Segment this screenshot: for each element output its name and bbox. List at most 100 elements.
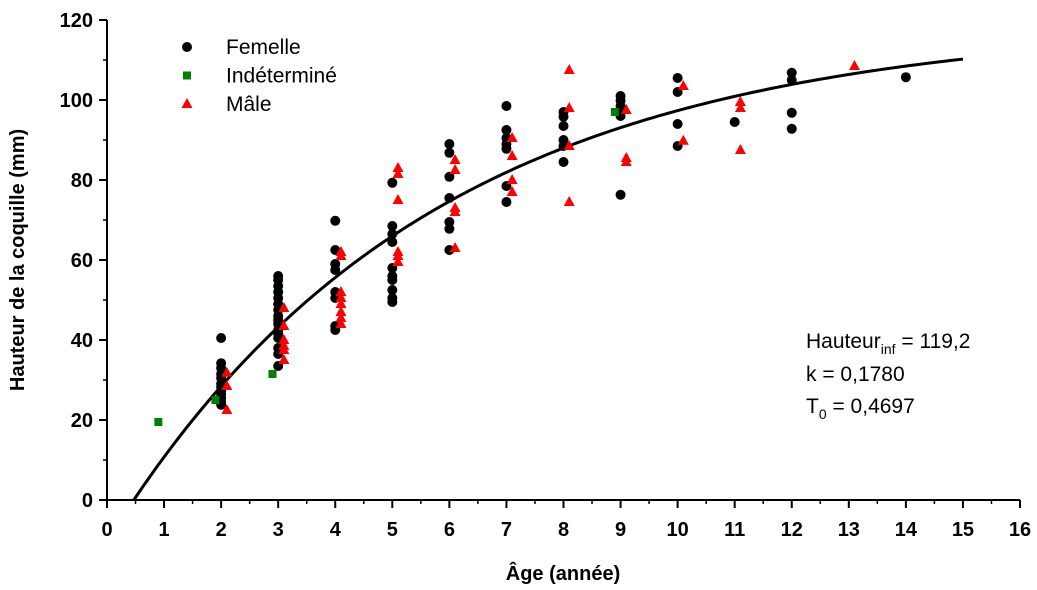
point-femelle <box>387 221 398 231</box>
point-male <box>449 164 461 174</box>
x-tick-label: 16 <box>1009 519 1031 541</box>
point-femelle <box>330 265 341 275</box>
legend-marker-indetermine <box>183 71 191 80</box>
point-male <box>335 292 347 302</box>
point-femelle <box>501 101 512 111</box>
y-tick-label: 20 <box>71 410 93 432</box>
param-hinf-sub: inf <box>881 341 896 357</box>
point-femelle <box>387 177 398 188</box>
x-tick-label: 4 <box>330 519 342 541</box>
point-femelle <box>615 189 626 200</box>
x-tick-label: 11 <box>724 519 745 541</box>
y-tick-label: 60 <box>71 250 93 272</box>
point-male <box>335 286 347 296</box>
point-femelle <box>558 121 569 131</box>
param-t0: T0 = 0,4697 <box>806 395 915 422</box>
x-tick-label: 1 <box>159 519 170 541</box>
x-tick-label: 3 <box>273 519 284 541</box>
point-male <box>563 64 575 74</box>
point-femelle <box>387 229 398 239</box>
point-femelle <box>729 117 740 127</box>
point-femelle <box>444 171 455 182</box>
x-axis-title: Âge (année) <box>506 561 620 585</box>
point-femelle <box>387 275 398 285</box>
data-points-layer <box>154 60 911 426</box>
point-femelle <box>444 147 455 158</box>
point-femelle <box>786 75 797 85</box>
y-tick-label: 120 <box>60 10 93 32</box>
point-male <box>620 156 632 166</box>
point-male <box>278 354 290 364</box>
point-femelle <box>387 297 398 307</box>
point-femelle <box>558 111 569 122</box>
x-tick-label: 9 <box>615 519 626 541</box>
point-male <box>278 344 290 354</box>
point-male <box>335 312 347 322</box>
point-male <box>335 250 347 260</box>
point-male <box>335 298 347 308</box>
point-male <box>734 96 746 106</box>
param-hinf-value: = 119,2 <box>896 330 971 353</box>
point-indetermine <box>211 396 220 404</box>
x-tick-label: 7 <box>501 519 512 541</box>
y-tick-label: 0 <box>82 490 93 512</box>
point-male <box>620 104 632 114</box>
x-tick-label: 2 <box>216 519 227 541</box>
point-male <box>563 196 575 206</box>
x-tick-label: 14 <box>895 519 918 541</box>
point-male <box>392 250 404 260</box>
point-male <box>677 80 689 90</box>
fit-parameters: Hauteurinf = 119,2 k = 0,1780 T0 = 0,469… <box>806 330 970 422</box>
legend-label-male: Mâle <box>226 93 272 116</box>
point-male <box>221 366 233 377</box>
param-t0-value: = 0,4697 <box>827 395 915 418</box>
point-indetermine <box>268 370 277 378</box>
point-male <box>278 302 290 312</box>
y-tick-label: 100 <box>60 90 93 112</box>
point-femelle <box>672 119 683 129</box>
point-male <box>506 150 518 160</box>
point-male <box>392 168 404 178</box>
point-femelle <box>444 223 455 234</box>
point-femelle <box>387 237 398 247</box>
point-femelle <box>444 245 455 255</box>
legend-marker-femelle <box>182 42 192 52</box>
point-male <box>221 404 233 414</box>
point-femelle <box>672 73 683 83</box>
point-male <box>335 318 347 328</box>
legend-label-femelle: Femelle <box>226 36 301 59</box>
legend: Femelle Indéterminé Mâle <box>181 36 337 116</box>
point-femelle <box>900 72 911 83</box>
x-tick-label: 5 <box>387 519 398 541</box>
point-male <box>392 256 404 266</box>
point-male <box>449 206 461 216</box>
point-indetermine <box>154 418 163 426</box>
point-indetermine <box>610 108 619 116</box>
point-male <box>734 102 746 112</box>
legend-label-indetermine: Indéterminé <box>226 65 337 88</box>
point-male <box>563 102 575 112</box>
point-femelle <box>786 123 797 134</box>
point-male <box>849 60 861 70</box>
point-femelle <box>444 139 455 149</box>
point-male <box>221 380 233 390</box>
x-tick-label: 0 <box>101 519 112 541</box>
point-male <box>563 140 575 150</box>
point-male <box>449 154 461 164</box>
point-male <box>734 144 746 154</box>
point-male <box>677 134 689 145</box>
x-tick-label: 8 <box>558 519 569 541</box>
point-femelle <box>330 215 341 226</box>
axes <box>106 20 1020 501</box>
legend-marker-male <box>181 98 193 108</box>
param-t0-label: T <box>806 395 819 418</box>
fit-curve-layer <box>132 57 964 501</box>
point-male <box>278 334 290 344</box>
point-femelle <box>786 67 797 78</box>
point-male <box>392 162 404 172</box>
param-t0-sub: 0 <box>819 406 827 422</box>
param-hinf: Hauteurinf = 119,2 <box>806 330 970 357</box>
y-axis-title: Hauteur de la coquille (mm) <box>7 129 29 391</box>
